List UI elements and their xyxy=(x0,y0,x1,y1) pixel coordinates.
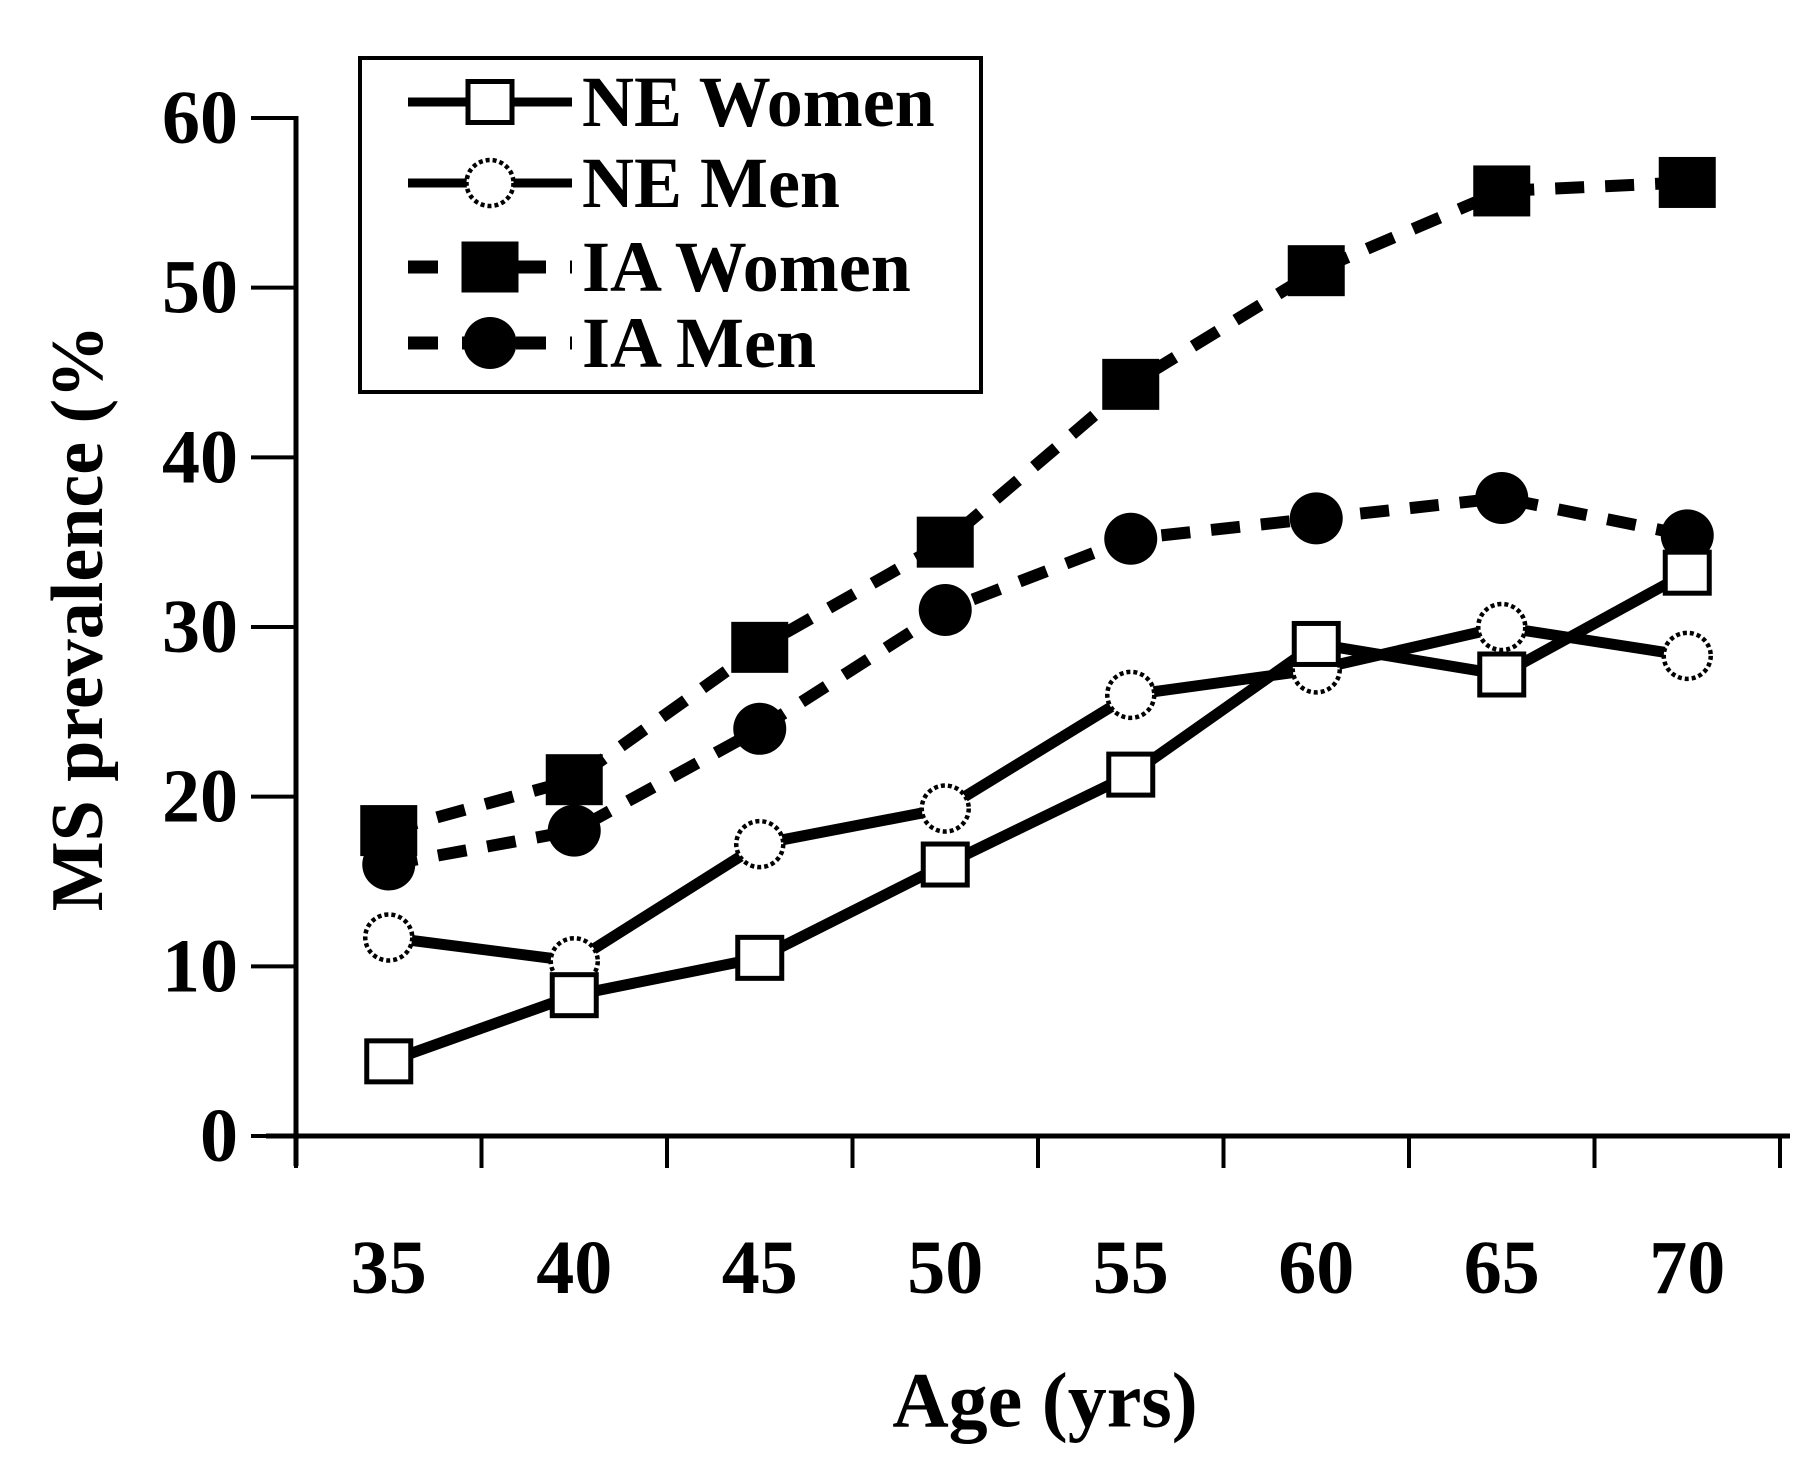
y-tick-label: 60 xyxy=(162,76,238,160)
marker-filled-square-ia-women xyxy=(916,516,974,568)
x-tick-label: 40 xyxy=(536,1226,612,1310)
marker-open-circle-ne-men xyxy=(1105,669,1157,721)
y-tick-label: 50 xyxy=(162,246,238,330)
marker-open-square-ne-women xyxy=(920,841,970,888)
marker-filled-square-ia-women xyxy=(1102,358,1160,410)
marker-filled-square-ia-women xyxy=(1658,156,1716,208)
marker-open-circle-ne-men xyxy=(1476,601,1528,653)
marker-filled-circle-ia-men xyxy=(1289,492,1343,545)
marker-open-circle-ne-men xyxy=(1661,630,1713,682)
marker-open-circle-ne-men xyxy=(363,912,415,963)
marker-open-square-ne-women xyxy=(549,972,599,1019)
marker-open-circle-ne-men xyxy=(734,818,786,870)
y-tick-label: 10 xyxy=(162,924,238,1008)
marker-open-square-ne-women xyxy=(364,1038,414,1085)
marker-open-square-ne-women xyxy=(1477,651,1527,698)
y-tick-label: 40 xyxy=(162,415,238,499)
series-line-ne-women xyxy=(386,567,1690,1067)
marker-filled-square-ia-women xyxy=(545,754,603,806)
legend-label-ia-women: IA Women xyxy=(582,227,911,307)
marker-filled-circle-ia-men xyxy=(1660,509,1714,562)
legend-marker-filled-circle xyxy=(463,317,517,369)
series-line-ne-men xyxy=(388,621,1689,967)
legend-label-ne-men: NE Men xyxy=(582,143,840,223)
legend-marker-open-square xyxy=(465,79,515,125)
legend-label-ia-men: IA Men xyxy=(582,303,816,383)
marker-open-circle-ne-men xyxy=(919,783,971,834)
legend-marker-filled-square xyxy=(461,241,519,293)
marker-filled-circle-ia-men xyxy=(1104,512,1158,565)
y-tick-label: 30 xyxy=(162,585,238,669)
x-tick-label: 45 xyxy=(722,1226,798,1310)
x-tick-label: 35 xyxy=(351,1226,427,1310)
marker-filled-square-ia-women xyxy=(360,805,418,857)
marker-filled-circle-ia-men xyxy=(547,804,601,857)
y-axis-title: MS prevalence (% xyxy=(37,325,119,911)
x-tick-label: 55 xyxy=(1093,1226,1169,1310)
marker-open-square-ne-women xyxy=(735,934,785,981)
marker-filled-square-ia-women xyxy=(1287,245,1345,297)
series-line-ia-men xyxy=(387,491,1689,871)
x-tick-label: 50 xyxy=(907,1226,983,1310)
x-tick-label: 65 xyxy=(1464,1226,1540,1310)
marker-filled-circle-ia-men xyxy=(733,702,787,755)
x-tick-label: 70 xyxy=(1649,1226,1725,1310)
legend-label-ne-women: NE Women xyxy=(582,62,935,142)
marker-filled-square-ia-women xyxy=(731,621,789,673)
marker-filled-circle-ia-men xyxy=(1475,472,1529,525)
x-tick-label: 60 xyxy=(1278,1226,1354,1310)
legend-marker-open-circle xyxy=(464,157,516,209)
marker-open-square-ne-women xyxy=(1291,620,1341,667)
marker-filled-circle-ia-men xyxy=(918,584,972,637)
y-tick-label: 20 xyxy=(162,755,238,839)
series-line-ia-women xyxy=(387,176,1688,837)
marker-open-square-ne-women xyxy=(1106,751,1156,798)
y-tick-label: 0 xyxy=(200,1094,238,1178)
legend-box xyxy=(358,56,983,394)
marker-open-square-ne-women xyxy=(1662,549,1712,596)
x-axis-title: Age (yrs) xyxy=(892,1357,1197,1444)
marker-filled-square-ia-women xyxy=(1473,165,1531,217)
